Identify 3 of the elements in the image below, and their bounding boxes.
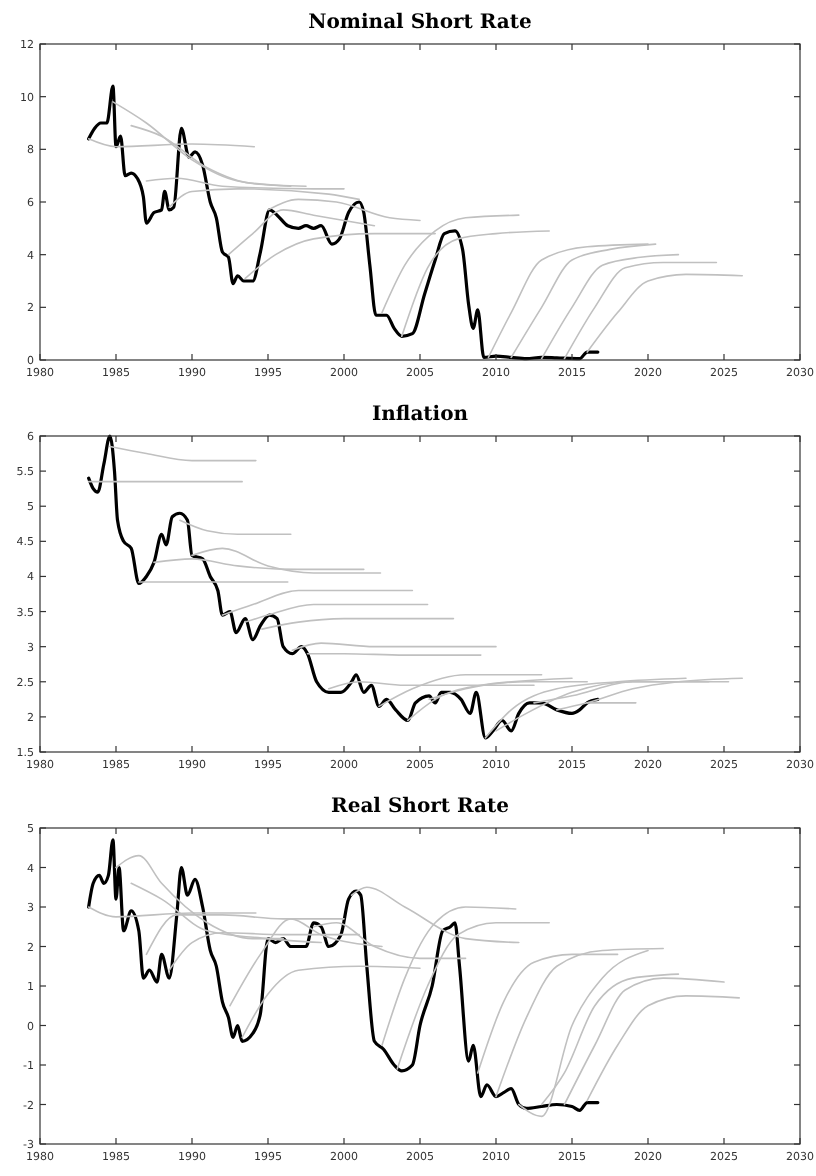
chart-title: Inflation	[371, 404, 470, 426]
chart-title: Nominal Short Rate	[308, 12, 532, 34]
chart-title: Real Short Rate	[331, 796, 509, 818]
